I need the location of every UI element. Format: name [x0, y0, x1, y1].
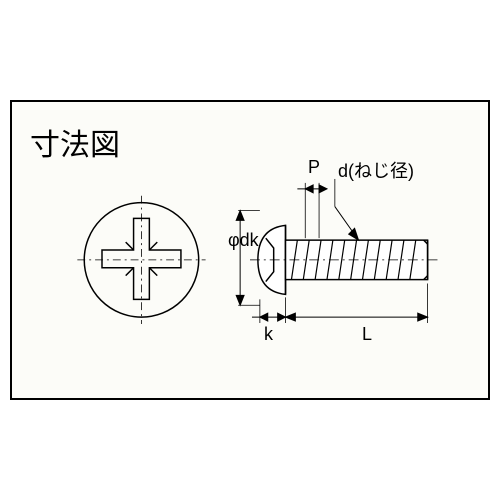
- label-length: L: [362, 324, 372, 345]
- label-phidk: φdk: [228, 230, 259, 251]
- label-thread-dia: d(ねじ径): [338, 157, 414, 183]
- screw-side-view: [250, 225, 437, 294]
- label-head-height: k: [264, 324, 273, 345]
- label-pitch: P: [308, 157, 320, 178]
- screw-head-front: [77, 196, 205, 324]
- drawing-frame: 寸法図: [10, 100, 490, 400]
